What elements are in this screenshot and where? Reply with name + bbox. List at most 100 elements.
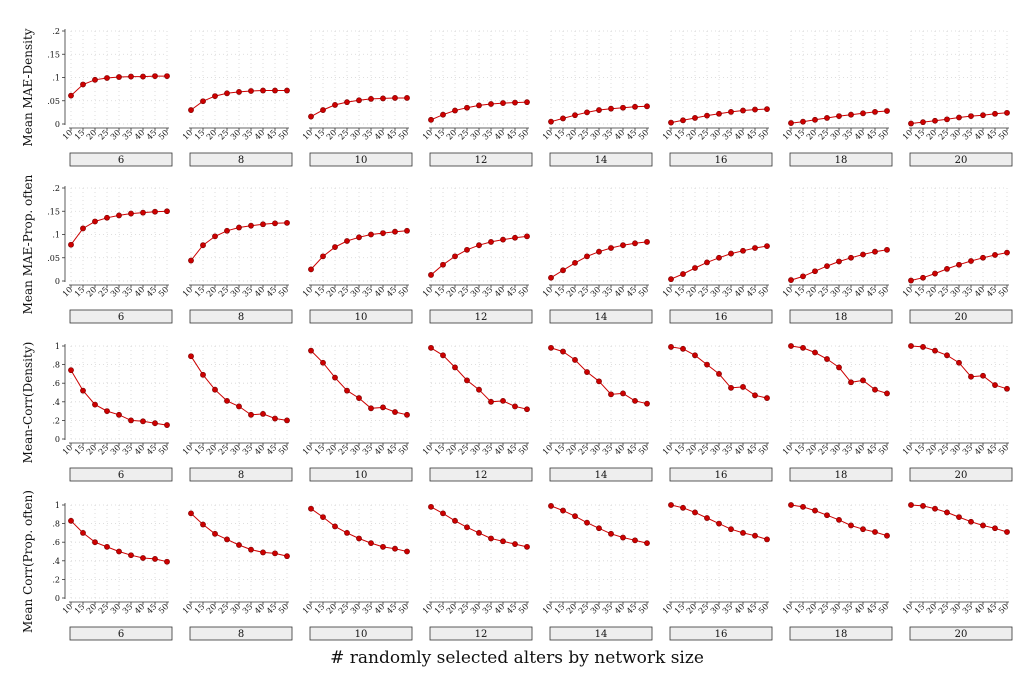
data-point (932, 505, 938, 512)
data-point (380, 95, 386, 102)
data-point (872, 248, 878, 255)
data-point (848, 111, 854, 118)
data-point (320, 107, 326, 113)
series-line (550, 347, 648, 405)
data-point (188, 510, 194, 517)
y-tick-label: .8 (52, 520, 60, 529)
data-point (992, 110, 998, 117)
data-point (716, 520, 722, 527)
data-point (824, 512, 830, 519)
data-point (620, 534, 626, 541)
data-point (428, 503, 434, 510)
data-point (80, 530, 86, 536)
data-point (212, 386, 218, 393)
data-point (920, 119, 926, 126)
x-tick-label: 50 (157, 285, 171, 299)
data-point (740, 247, 746, 254)
panel-strip-label: 6 (118, 470, 124, 481)
data-point (236, 403, 242, 410)
data-point (428, 272, 434, 278)
panel-strip (909, 309, 1013, 324)
data-point (524, 99, 530, 106)
data-point (92, 218, 98, 225)
panel-strip (789, 467, 893, 482)
data-point (500, 538, 506, 545)
data-point (92, 539, 98, 546)
panel-strip (549, 626, 653, 641)
data-point (836, 258, 842, 265)
data-point (980, 522, 986, 529)
panel-strip-label: 10 (355, 312, 368, 323)
y-tick-label: 1 (55, 342, 60, 351)
data-point (68, 241, 74, 248)
data-point (728, 526, 734, 533)
data-point (716, 254, 722, 261)
data-point (188, 257, 194, 264)
data-point (428, 344, 434, 351)
data-point (932, 270, 938, 277)
data-point (548, 118, 554, 125)
data-point (764, 395, 770, 401)
data-point (332, 523, 338, 530)
data-point (236, 542, 242, 548)
data-point (188, 353, 194, 360)
panel-strip-label: 20 (955, 155, 968, 166)
data-point (164, 208, 170, 215)
data-point (80, 387, 86, 394)
data-point (908, 277, 914, 284)
data-point (596, 525, 602, 532)
data-point (872, 109, 878, 115)
x-tick-label: 50 (877, 128, 891, 142)
data-point (116, 548, 122, 555)
data-point (380, 404, 386, 411)
data-point (644, 540, 650, 547)
panel-strip (189, 309, 293, 324)
data-point (356, 535, 362, 542)
data-point (524, 543, 530, 550)
data-point (788, 502, 794, 508)
data-point (116, 74, 122, 80)
panel-strip-label: 8 (238, 312, 244, 323)
x-axis-title: # randomly selected alters by network si… (330, 648, 704, 668)
data-point (728, 384, 734, 391)
data-point (308, 266, 314, 273)
data-point (356, 234, 362, 241)
data-point (1004, 385, 1010, 392)
data-point (68, 367, 74, 374)
data-point (908, 502, 914, 508)
data-point (752, 532, 758, 539)
data-point (92, 76, 98, 83)
data-point (104, 408, 110, 414)
data-point (752, 245, 758, 251)
data-point (272, 550, 278, 557)
x-tick-label: 50 (877, 443, 891, 457)
panel-strip (909, 626, 1013, 641)
data-point (812, 116, 818, 123)
data-point (800, 344, 806, 351)
data-point (548, 503, 554, 509)
data-point (560, 115, 566, 122)
data-point (164, 422, 170, 428)
data-point (560, 267, 566, 274)
data-point (236, 224, 242, 231)
data-point (980, 254, 986, 261)
y-tick-label: .2 (52, 575, 60, 584)
data-point (392, 545, 398, 552)
data-point (968, 258, 974, 264)
data-point (284, 553, 290, 560)
y-tick-label: 1 (55, 501, 60, 510)
data-point (572, 513, 578, 520)
data-point (812, 507, 818, 514)
data-point (236, 89, 242, 95)
x-tick-label: 50 (757, 602, 771, 616)
data-point (248, 411, 254, 418)
